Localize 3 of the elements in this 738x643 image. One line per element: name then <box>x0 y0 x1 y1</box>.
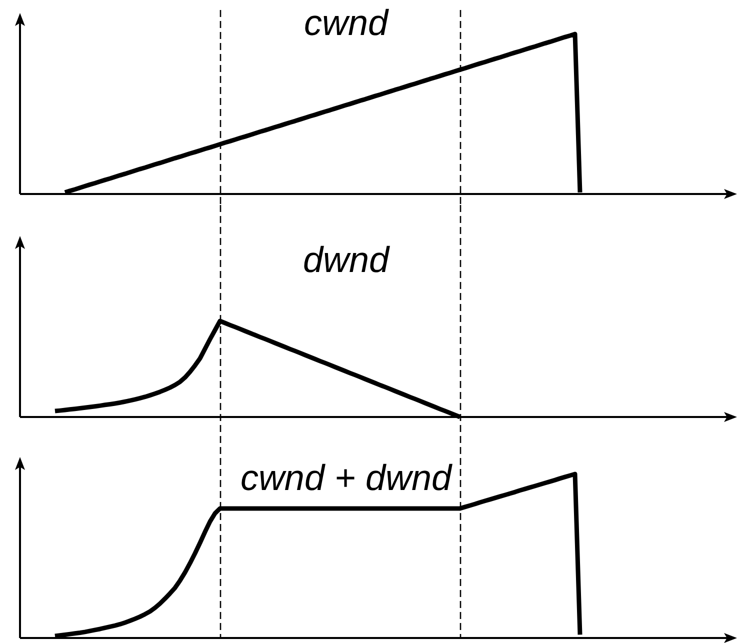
chart-title: dwnd <box>302 239 390 280</box>
chart-title: cwnd <box>304 2 389 43</box>
chart-title: cwnd + dwnd <box>240 457 453 498</box>
